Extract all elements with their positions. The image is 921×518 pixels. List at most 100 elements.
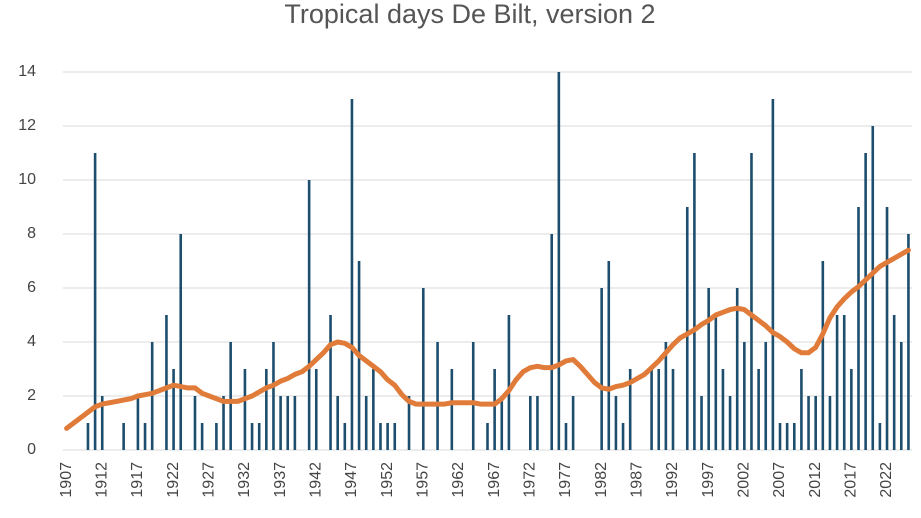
bar bbox=[764, 342, 768, 450]
x-tick-label: 2002 bbox=[736, 462, 753, 498]
bar bbox=[165, 315, 168, 450]
chart-title: Tropical days De Bilt, version 2 bbox=[284, 0, 655, 29]
bar bbox=[850, 369, 853, 450]
bar bbox=[800, 369, 803, 450]
bar bbox=[728, 396, 732, 450]
y-tick-label: 12 bbox=[18, 117, 36, 134]
bar bbox=[172, 369, 175, 450]
y-tick-label: 8 bbox=[27, 225, 36, 242]
x-tick-label: 2017 bbox=[843, 462, 860, 498]
bar bbox=[614, 396, 618, 450]
bar bbox=[778, 423, 782, 450]
x-tick-label: 1907 bbox=[58, 462, 75, 498]
bar bbox=[286, 396, 290, 450]
x-tick-label: 1917 bbox=[129, 462, 146, 498]
bar bbox=[571, 396, 575, 450]
bar bbox=[314, 369, 318, 450]
bar bbox=[179, 234, 183, 450]
x-tick-label: 1932 bbox=[236, 462, 253, 498]
bar bbox=[200, 423, 204, 450]
bar bbox=[243, 369, 247, 450]
bar bbox=[122, 423, 125, 450]
bar bbox=[471, 342, 475, 450]
bar bbox=[250, 423, 254, 450]
x-tick-label: 1962 bbox=[450, 462, 467, 498]
bar bbox=[407, 396, 411, 450]
y-tick-label: 6 bbox=[27, 279, 36, 296]
x-tick-label: 1972 bbox=[522, 462, 539, 498]
bar bbox=[657, 369, 661, 450]
bar bbox=[664, 342, 668, 450]
bar bbox=[735, 288, 739, 450]
bar bbox=[557, 72, 561, 450]
bar bbox=[93, 153, 97, 450]
bar bbox=[750, 153, 753, 450]
bar bbox=[272, 342, 275, 450]
bar bbox=[100, 396, 104, 450]
bar bbox=[421, 288, 425, 450]
bar bbox=[857, 207, 860, 450]
bar bbox=[700, 396, 703, 450]
y-tick-label: 0 bbox=[27, 441, 36, 458]
bar bbox=[821, 261, 825, 450]
bar bbox=[607, 261, 611, 450]
bar bbox=[835, 315, 839, 450]
x-tick-label: 1942 bbox=[307, 462, 324, 498]
bar bbox=[372, 369, 375, 450]
x-tick-label: 2012 bbox=[807, 462, 824, 498]
bar bbox=[807, 396, 810, 450]
bar bbox=[386, 423, 389, 450]
x-tick-label: 2007 bbox=[771, 462, 788, 498]
bar bbox=[143, 423, 147, 450]
bar bbox=[493, 369, 496, 450]
bar bbox=[707, 288, 710, 450]
y-tick-label: 4 bbox=[27, 333, 36, 350]
bar bbox=[307, 180, 311, 450]
x-tick-label: 1997 bbox=[700, 462, 717, 498]
bar bbox=[792, 423, 796, 450]
bar bbox=[743, 342, 746, 450]
bar bbox=[265, 369, 268, 450]
x-tick-label: 1922 bbox=[165, 462, 182, 498]
bar bbox=[293, 396, 297, 450]
bar bbox=[436, 342, 439, 450]
bar bbox=[771, 99, 775, 450]
x-tick-label: 1927 bbox=[200, 462, 217, 498]
x-tick-label: 1967 bbox=[486, 462, 503, 498]
bar bbox=[329, 315, 332, 450]
bar bbox=[785, 423, 789, 450]
bar bbox=[222, 396, 225, 450]
bar bbox=[828, 396, 832, 450]
bar bbox=[757, 369, 760, 450]
x-tick-label: 1937 bbox=[272, 462, 289, 498]
x-tick-label: 1912 bbox=[93, 462, 110, 498]
bar bbox=[336, 396, 339, 450]
bar bbox=[136, 396, 140, 450]
bar bbox=[393, 423, 397, 450]
x-tick-label: 1957 bbox=[415, 462, 432, 498]
bar bbox=[885, 207, 889, 450]
bar bbox=[343, 423, 347, 450]
bar bbox=[379, 423, 382, 450]
bar bbox=[864, 153, 867, 450]
bar bbox=[721, 369, 725, 450]
x-tick-label: 2022 bbox=[878, 462, 895, 498]
bar bbox=[814, 396, 817, 450]
bar bbox=[600, 288, 603, 450]
bar bbox=[907, 234, 910, 450]
y-tick-label: 2 bbox=[27, 387, 36, 404]
bar bbox=[842, 315, 846, 450]
bar bbox=[878, 423, 882, 450]
y-tick-label: 10 bbox=[18, 171, 36, 188]
x-tick-label: 1987 bbox=[629, 462, 646, 498]
bar bbox=[892, 315, 896, 450]
bar bbox=[364, 396, 368, 450]
bar bbox=[193, 396, 197, 450]
x-tick-label: 1977 bbox=[557, 462, 574, 498]
bar bbox=[450, 369, 454, 450]
bar bbox=[621, 423, 625, 450]
bar bbox=[500, 396, 504, 450]
bar bbox=[529, 396, 532, 450]
x-tick-label: 1992 bbox=[664, 462, 681, 498]
